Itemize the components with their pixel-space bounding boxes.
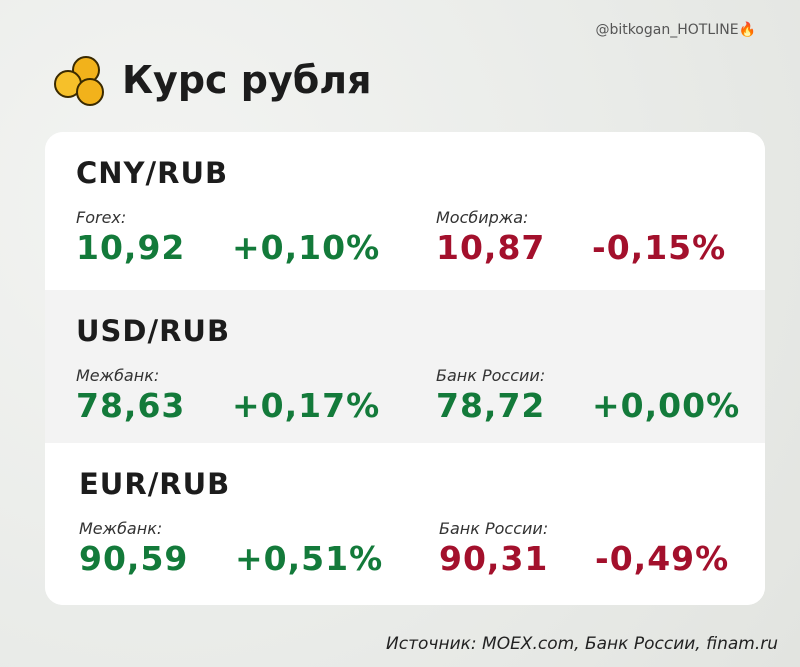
handle: @bitkogan_HOTLINE🔥 — [595, 22, 756, 38]
quote-rate: 10,92 — [76, 228, 186, 267]
quote-source: Межбанк: — [79, 519, 163, 538]
rate-row: EUR/RUB Межбанк: 90,59 +0,51% Банк России: 90… — [45, 443, 765, 605]
quote-change: -0,15% — [592, 228, 727, 267]
quote-change: +0,51% — [235, 539, 384, 578]
quote-source: Банк России: — [439, 519, 549, 538]
quote-rate: 90,31 — [439, 539, 549, 578]
currency-pair: CNY/RUB — [76, 156, 229, 190]
quote-change: -0,49% — [595, 539, 730, 578]
quote-source: Межбанк: — [76, 366, 160, 385]
source-note: Источник: MOEX.com, Банк России, finam.r… — [386, 634, 778, 654]
coins-icon — [54, 56, 104, 106]
quote-rate: 78,72 — [436, 386, 546, 425]
quote-change: +0,17% — [232, 386, 381, 425]
quote-source: Банк России: — [436, 366, 546, 385]
quote-rate: 10,87 — [436, 228, 546, 267]
quote-rate: 90,59 — [79, 539, 189, 578]
rates-card: CNY/RUB Forex: 10,92 +0,10% Мосбиржа: 10,87 -0… — [45, 132, 765, 605]
rate-row: USD/RUB Межбанк: 78,63 +0,17% Банк России: 78… — [45, 290, 765, 443]
currency-pair: USD/RUB — [76, 314, 231, 348]
quote-source: Мосбиржа: — [436, 208, 529, 227]
quote-change: +0,10% — [232, 228, 381, 267]
title: Курс рубля — [122, 58, 372, 102]
quote-rate: 78,63 — [76, 386, 186, 425]
rate-row: CNY/RUB Forex: 10,92 +0,10% Мосбиржа: 10,87 -0… — [45, 132, 765, 290]
quote-source: Forex: — [76, 208, 127, 227]
quote-change: +0,00% — [592, 386, 741, 425]
currency-pair: EUR/RUB — [79, 467, 231, 501]
